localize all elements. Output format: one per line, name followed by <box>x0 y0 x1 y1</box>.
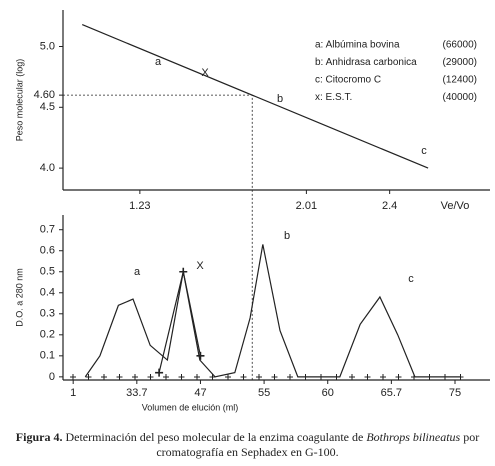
annotation: a <box>155 56 162 68</box>
x-tick-label: 2.01 <box>296 200 317 212</box>
figure: Peso molecular (log) Ve/Vo 4.0 4.54.60 5.0 1.… <box>14 10 490 412</box>
fraction-marker <box>132 374 138 380</box>
series-line <box>84 244 461 378</box>
fraction-marker <box>194 374 200 380</box>
y-axis-label: D.O. a 280 nm <box>14 268 24 327</box>
y-tick-label: 5.0 <box>40 40 55 52</box>
y-tick-label: 0.1 <box>40 350 55 362</box>
series-line <box>81 24 429 169</box>
legend-label: x: E.S.T. <box>315 92 352 103</box>
annotation: a <box>134 266 141 278</box>
legend-label: c: Citocromo C <box>315 75 381 86</box>
point-marker <box>179 267 188 276</box>
fraction-marker <box>178 374 185 380</box>
annotation: c <box>408 273 414 285</box>
y-tick-label: 0.5 <box>40 266 55 278</box>
fraction-marker <box>287 374 293 380</box>
legend-label: b: Anhidrasa carbonica <box>315 57 417 68</box>
caption-text: por cromatografía en Sephadex en G-100. <box>156 430 480 459</box>
caption-species: Bothrops bilineatus <box>366 430 461 444</box>
fraction-marker <box>116 374 123 380</box>
fraction-marker <box>225 374 231 380</box>
x-tick-label: 33.7 <box>126 387 147 399</box>
x-tick-label: 60 <box>322 387 334 399</box>
y-tick-label: 0 <box>49 371 55 383</box>
legend-label: a: Albúmina bovina <box>315 40 400 51</box>
annotation: b <box>277 93 283 105</box>
x-tick-label: 47 <box>194 387 206 399</box>
legend-value: (40000) <box>443 92 477 103</box>
y-tick-label: 4.60 <box>34 89 55 101</box>
fraction-marker <box>271 374 278 380</box>
y-tick-label: 0.6 <box>40 245 55 257</box>
annotation: X <box>201 67 209 79</box>
y-axis-label: Peso molecular (log) <box>14 59 24 142</box>
fraction-marker <box>395 374 402 380</box>
x-tick-label: 65.7 <box>381 387 402 399</box>
x-tick-label: 55 <box>258 387 270 399</box>
y-tick-label: 0.7 <box>40 224 55 236</box>
legend-value: (12400) <box>443 75 477 86</box>
y-tick-label: 0.4 <box>40 287 55 299</box>
fraction-marker <box>380 374 386 380</box>
fraction-marker <box>101 374 107 380</box>
point-marker <box>196 351 205 360</box>
caption-text: Determinación del peso molecular de la e… <box>65 430 364 444</box>
fraction-marker <box>85 374 92 380</box>
caption: Figura 4. Determinación del peso molecul… <box>0 430 495 460</box>
x-tick-label: 1.23 <box>129 200 150 212</box>
fraction-marker <box>70 374 76 380</box>
legend-value: (29000) <box>443 57 477 68</box>
legend-value: (66000) <box>443 40 477 51</box>
x-tick-label: 75 <box>449 387 461 399</box>
x-tick-label: 1 <box>70 387 76 399</box>
x-axis-label: Ve/Vo <box>441 200 470 212</box>
y-tick-label: 4.5 <box>40 101 55 113</box>
y-tick-label: 0.2 <box>40 329 55 341</box>
fraction-marker <box>147 374 154 380</box>
annotation: c <box>421 145 427 157</box>
x-tick-label: 2.4 <box>382 200 397 212</box>
annotation: b <box>284 230 290 242</box>
y-tick-label: 4.0 <box>40 162 55 174</box>
annotation: X <box>196 260 204 272</box>
guide-line <box>63 94 253 380</box>
fraction-marker <box>163 374 169 380</box>
point-marker <box>155 368 164 377</box>
x-axis-label: Volumen de elución (ml) <box>142 402 239 412</box>
y-tick-label: 0.3 <box>40 308 55 320</box>
fraction-marker <box>364 374 371 380</box>
fraction-marker <box>349 374 355 380</box>
fraction-marker <box>240 374 247 380</box>
caption-label: Figura 4. <box>15 430 63 444</box>
fraction-marker <box>256 374 262 380</box>
